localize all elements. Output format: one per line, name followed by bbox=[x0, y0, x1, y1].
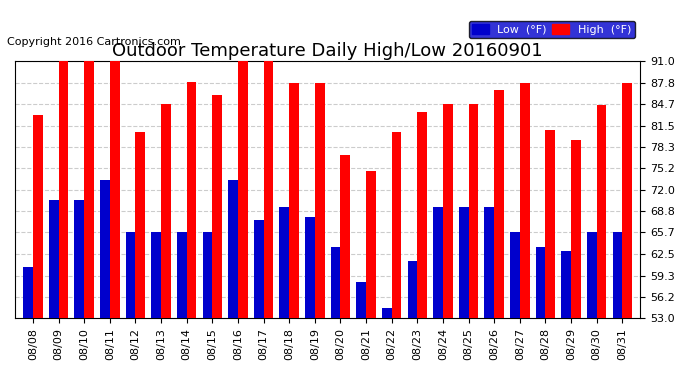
Bar bbox=[443, 104, 453, 318]
Bar bbox=[331, 247, 340, 318]
Bar bbox=[417, 112, 427, 318]
Bar bbox=[356, 282, 366, 318]
Bar bbox=[126, 232, 135, 318]
Bar bbox=[151, 232, 161, 318]
Bar bbox=[228, 180, 238, 318]
Bar bbox=[315, 83, 324, 318]
Bar bbox=[520, 83, 529, 318]
Bar bbox=[366, 171, 376, 318]
Bar bbox=[254, 220, 264, 318]
Bar bbox=[84, 62, 94, 318]
Bar bbox=[622, 83, 632, 318]
Bar bbox=[392, 132, 402, 318]
Bar bbox=[613, 232, 622, 318]
Bar bbox=[289, 83, 299, 318]
Bar bbox=[279, 207, 289, 318]
Bar bbox=[187, 82, 197, 318]
Bar bbox=[597, 105, 607, 318]
Bar bbox=[510, 232, 520, 318]
Bar bbox=[161, 104, 171, 318]
Bar bbox=[110, 62, 119, 318]
Bar bbox=[459, 207, 469, 318]
Bar bbox=[33, 116, 43, 318]
Bar bbox=[546, 130, 555, 318]
Bar bbox=[469, 104, 478, 318]
Bar bbox=[587, 232, 597, 318]
Bar bbox=[213, 95, 222, 318]
Bar bbox=[75, 200, 84, 318]
Bar bbox=[100, 180, 110, 318]
Bar bbox=[484, 207, 494, 318]
Title: Outdoor Temperature Daily High/Low 20160901: Outdoor Temperature Daily High/Low 20160… bbox=[112, 42, 543, 60]
Bar bbox=[135, 132, 145, 318]
Bar bbox=[408, 261, 417, 318]
Bar bbox=[59, 62, 68, 318]
Bar bbox=[264, 62, 273, 318]
Bar bbox=[382, 308, 392, 318]
Bar bbox=[305, 217, 315, 318]
Bar bbox=[203, 232, 213, 318]
Bar bbox=[177, 232, 187, 318]
Text: Copyright 2016 Cartronics.com: Copyright 2016 Cartronics.com bbox=[7, 37, 181, 47]
Bar bbox=[562, 251, 571, 318]
Bar bbox=[494, 90, 504, 318]
Bar bbox=[238, 62, 248, 318]
Bar bbox=[23, 267, 33, 318]
Bar bbox=[571, 141, 581, 318]
Legend: Low  (°F), High  (°F): Low (°F), High (°F) bbox=[469, 21, 635, 38]
Bar bbox=[433, 207, 443, 318]
Bar bbox=[535, 247, 546, 318]
Bar bbox=[49, 200, 59, 318]
Bar bbox=[340, 154, 351, 318]
